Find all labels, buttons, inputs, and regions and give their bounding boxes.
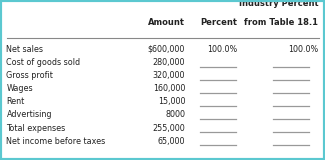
Text: Advertising: Advertising <box>6 110 52 119</box>
Text: Cost of goods sold: Cost of goods sold <box>6 58 81 67</box>
Text: Industry Percent: Industry Percent <box>239 0 318 8</box>
Text: Amount: Amount <box>148 18 185 27</box>
Text: Total expenses: Total expenses <box>6 124 66 132</box>
Text: 8000: 8000 <box>165 110 185 119</box>
Text: 280,000: 280,000 <box>153 58 185 67</box>
Text: from Table 18.1: from Table 18.1 <box>244 18 318 27</box>
Text: 160,000: 160,000 <box>153 84 185 93</box>
Text: 15,000: 15,000 <box>158 97 185 106</box>
Text: 320,000: 320,000 <box>153 71 185 80</box>
Text: Rent: Rent <box>6 97 25 106</box>
Text: Net income before taxes: Net income before taxes <box>6 137 106 146</box>
Text: Wages: Wages <box>6 84 33 93</box>
Text: Percent: Percent <box>200 18 237 27</box>
Text: 100.0%: 100.0% <box>207 45 237 54</box>
Text: 255,000: 255,000 <box>152 124 185 132</box>
Text: 100.0%: 100.0% <box>288 45 318 54</box>
Text: $600,000: $600,000 <box>148 45 185 54</box>
Text: Net sales: Net sales <box>6 45 44 54</box>
Text: Gross profit: Gross profit <box>6 71 53 80</box>
Text: 65,000: 65,000 <box>158 137 185 146</box>
